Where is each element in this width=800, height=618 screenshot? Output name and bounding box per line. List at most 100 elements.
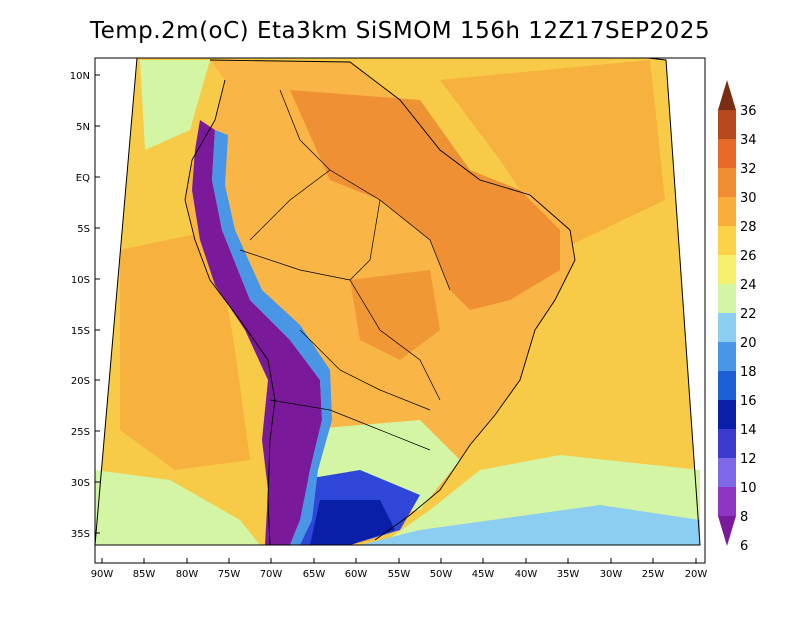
lat-tick-label: 5S	[77, 224, 90, 235]
colorbar-segment	[718, 197, 736, 227]
lon-tick-label: 65W	[303, 569, 326, 580]
colorbar-segment	[718, 487, 736, 517]
lon-tick-label: 80W	[176, 569, 199, 580]
colorbar-segment	[718, 371, 736, 401]
colorbar-label: 18	[740, 365, 757, 380]
amazon-hot-region	[290, 90, 560, 310]
lon-tick: 35W	[557, 558, 580, 580]
colorbar-label: 22	[740, 307, 757, 322]
lon-tick-label: 35W	[557, 569, 580, 580]
lat-tick: 15S	[71, 326, 100, 337]
colorbar-label: 30	[740, 191, 757, 206]
lon-tick-label: 60W	[345, 569, 368, 580]
central-hot-region	[350, 270, 440, 360]
andes-cool-fringe	[212, 130, 332, 545]
colorbar-label: 32	[740, 162, 757, 177]
lat-tick: 20S	[71, 376, 100, 387]
lon-tick-label: 30W	[600, 569, 623, 580]
lon-tick-label: 90W	[91, 569, 114, 580]
lat-tick-label: 20S	[71, 376, 90, 387]
lon-tick: 70W	[260, 558, 283, 580]
colorbar-label: 34	[740, 133, 757, 148]
colorbar-label: 10	[740, 481, 757, 496]
colorbar-label: 14	[740, 423, 757, 438]
cool-north-pacific	[140, 60, 210, 150]
lon-tick-label: 55W	[388, 569, 411, 580]
colorbar-segment	[718, 284, 736, 314]
colorbar-segment	[718, 342, 736, 372]
latitude-axis: 10N 5N EQ 5S 10S 15S 20S 25S 30S 35S	[70, 71, 100, 540]
lon-tick: 30W	[600, 558, 623, 580]
colorbar-segment	[718, 110, 736, 140]
lat-tick-label: 10S	[71, 275, 90, 286]
lon-tick-label: 45W	[472, 569, 495, 580]
colorbar-bottom-arrow	[718, 516, 736, 546]
west-coastline	[184, 79, 276, 546]
lon-tick-label: 25W	[642, 569, 665, 580]
lon-tick: 75W	[218, 558, 241, 580]
colorbar-label: 26	[740, 249, 757, 264]
lat-tick-label: 35S	[71, 529, 90, 540]
colorbar-label: 16	[740, 394, 757, 409]
cold-south-atlantic	[360, 505, 700, 545]
cool-south-ocean	[95, 470, 260, 545]
coastline	[209, 59, 576, 541]
lon-tick: 65W	[303, 558, 326, 580]
lat-tick-label: 5N	[76, 122, 90, 133]
colorbar-label: 6	[740, 539, 748, 554]
lon-tick-label: 85W	[133, 569, 156, 580]
lon-tick-label: 40W	[515, 569, 538, 580]
colorbar-label: 20	[740, 336, 757, 351]
lat-tick-label: 10N	[70, 71, 90, 82]
lat-tick-label: 30S	[71, 478, 90, 489]
lon-tick: 85W	[133, 558, 156, 580]
lon-tick-label: 50W	[430, 569, 453, 580]
colorbar-label: 36	[740, 104, 757, 119]
colorbar-label: 8	[740, 510, 748, 525]
lon-tick: 90W	[91, 558, 114, 580]
lon-tick: 60W	[345, 558, 368, 580]
colorbar-top-arrow	[718, 80, 736, 110]
lon-tick: 20W	[685, 558, 708, 580]
map-title: Temp.2m(oC) Eta3km SiSMOM 156h 12Z17SEP2…	[89, 18, 711, 44]
colorbar-segment	[718, 139, 736, 169]
colorbar-segment	[718, 458, 736, 488]
pampas-cold-region	[310, 500, 395, 545]
lat-tick: 5N	[76, 122, 100, 133]
atlantic-warm-region	[440, 60, 665, 250]
lat-tick: 10S	[71, 275, 100, 286]
colorbar-segment	[718, 400, 736, 430]
lat-tick-label: EQ	[76, 173, 90, 184]
lon-tick-label: 70W	[260, 569, 283, 580]
lon-tick: 25W	[642, 558, 665, 580]
colorbar-segment	[718, 255, 736, 285]
lon-tick: 80W	[176, 558, 199, 580]
colorbar-segment	[718, 313, 736, 343]
lat-tick: EQ	[76, 173, 100, 184]
colorbar-segment	[718, 226, 736, 256]
colorbar-segment	[718, 429, 736, 459]
plot-frame	[94, 57, 706, 564]
lat-tick-label: 15S	[71, 326, 90, 337]
lon-tick: 45W	[472, 558, 495, 580]
lon-tick-label: 75W	[218, 569, 241, 580]
lat-tick-label: 25S	[71, 427, 90, 438]
colorbar-segment	[718, 168, 736, 198]
colorbar-label: 24	[740, 278, 757, 293]
lon-tick: 50W	[430, 558, 453, 580]
forecast-field	[95, 58, 700, 546]
colorbar-label: 12	[740, 452, 757, 467]
lat-tick: 35S	[71, 529, 100, 540]
lon-tick-label: 20W	[685, 569, 708, 580]
lon-tick: 55W	[388, 558, 411, 580]
colorbar-label: 28	[740, 220, 757, 235]
lon-tick: 40W	[515, 558, 538, 580]
colorbar: 6 8 10 12 14 16 18 20 22 24 26 28 30 32 34 36	[718, 80, 757, 554]
lat-tick: 30S	[71, 478, 100, 489]
lat-tick: 10N	[70, 71, 100, 82]
lat-tick: 25S	[71, 427, 100, 438]
lat-tick: 5S	[77, 224, 100, 235]
andes-cold-region	[192, 120, 322, 545]
longitude-axis: 90W 85W 80W 75W 70W 65W 60W 55W 50W 45W …	[91, 558, 708, 580]
